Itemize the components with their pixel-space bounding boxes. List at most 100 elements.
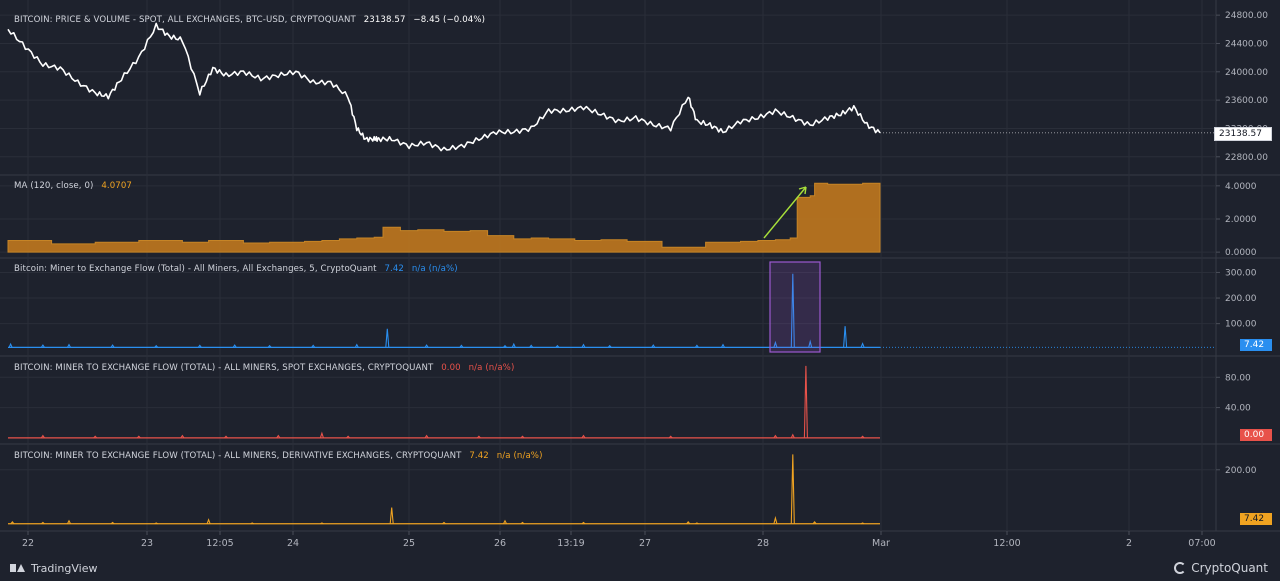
price-legend-value: 23138.57	[363, 15, 406, 25]
spot-flow-spike	[860, 435, 865, 439]
total-flow-legend-value: 7.42	[384, 264, 404, 274]
y-tick-label: 200.00	[1225, 294, 1257, 304]
tradingview-logo[interactable]: TradingView	[10, 559, 97, 577]
spot-flow-spike	[773, 434, 778, 439]
price-legend-title: BITCOIN: PRICE & VOLUME - SPOT, ALL EXCH…	[14, 15, 356, 25]
spot-flow-legend-value: 0.00	[441, 363, 461, 373]
ma-pane[interactable]	[7, 182, 881, 253]
spot-flow-last-badge: 0.00	[1240, 429, 1272, 441]
deriv-flow-spike	[41, 521, 45, 525]
total-flow-spike	[197, 344, 202, 348]
ma-legend-title: MA (120, close, 0)	[14, 181, 94, 191]
x-tick-label: 26	[494, 538, 506, 549]
total-flow-spike	[721, 343, 725, 348]
deriv-flow-spike	[520, 521, 525, 525]
x-tick-label: 23	[141, 538, 153, 549]
spot-flow-legend-extra: n/a (n/a%)	[468, 363, 515, 373]
cryptoquant-logo[interactable]: CryptoQuant	[1174, 559, 1268, 577]
deriv-flow-spike	[250, 522, 254, 525]
spot-flow-spike	[520, 435, 525, 439]
annotation-layer	[763, 186, 821, 353]
y-tick-label: 300.00	[1225, 268, 1257, 278]
derivative-flow-pane[interactable]	[8, 454, 880, 525]
total-flow-spike	[860, 342, 865, 348]
deriv-flow-spike	[10, 521, 15, 525]
price-pane[interactable]	[7, 22, 1216, 152]
x-tick-label: 27	[639, 538, 651, 549]
total-flow-spike	[694, 344, 699, 348]
highlight-box	[769, 261, 821, 353]
deriv-flow-spike	[503, 519, 507, 525]
deriv-flow-spike	[581, 521, 586, 525]
price-legend: BITCOIN: PRICE & VOLUME - SPOT, ALL EXCH…	[14, 15, 485, 25]
x-tick-label: 22	[22, 538, 34, 549]
spot-flow-spike	[40, 434, 45, 439]
spot-flow-legend: BITCOIN: MINER TO EXCHANGE FLOW (TOTAL) …	[14, 363, 514, 373]
deriv-flow-last-badge: 7.42	[1240, 513, 1272, 525]
spot-flow-spike	[136, 435, 141, 439]
total-flow-spike	[511, 342, 516, 348]
spot-flow-spike	[668, 435, 673, 439]
price-last-badge: 23138.57	[1214, 127, 1272, 141]
ma-legend-value: 4.0707	[101, 181, 132, 191]
spot-flow-spike	[581, 434, 586, 439]
total-flow-spike	[354, 343, 359, 348]
spot-flow-spike	[224, 435, 228, 439]
total-flow-spike	[790, 273, 795, 348]
total-flow-spike	[773, 340, 778, 348]
total-flow-spike	[555, 344, 560, 348]
deriv-flow-spike	[442, 521, 446, 525]
total-flow-pane[interactable]	[8, 273, 1216, 348]
total-flow-spike	[232, 344, 237, 348]
total-flow-spike	[529, 344, 534, 348]
deriv-flow-spike	[110, 521, 115, 525]
deriv-flow-spike	[695, 522, 699, 525]
deriv-flow-spike	[773, 515, 778, 524]
x-tick-label: 28	[757, 538, 769, 549]
total-flow-spike	[808, 339, 813, 348]
cryptoquant-icon	[1174, 562, 1187, 574]
spot-flow-pane[interactable]	[8, 365, 880, 439]
x-tick-label: 25	[403, 538, 415, 549]
y-tick-label: 23600.00	[1225, 96, 1268, 106]
y-tick-label: 2.0000	[1225, 215, 1257, 225]
spot-flow-spike	[93, 435, 98, 439]
y-tick-label: 80.00	[1225, 373, 1251, 383]
y-tick-label: 0.0000	[1225, 248, 1257, 258]
ma-legend: MA (120, close, 0) 4.0707	[14, 181, 132, 191]
y-tick-label: 100.00	[1225, 320, 1257, 330]
deriv-flow-legend-extra: n/a (n/a%)	[496, 451, 543, 461]
deriv-flow-spike	[320, 522, 324, 525]
spot-flow-spike	[346, 435, 350, 439]
cryptoquant-label: CryptoQuant	[1191, 561, 1268, 575]
total-flow-spike	[110, 344, 115, 348]
deriv-flow-spike	[206, 518, 211, 524]
deriv-flow-spike	[812, 521, 817, 525]
tradingview-icon	[10, 563, 26, 573]
total-flow-spike	[267, 344, 272, 348]
total-flow-spike	[843, 326, 848, 348]
y-tick-label: 24800.00	[1225, 11, 1268, 21]
x-tick-label: 13:19	[557, 538, 584, 549]
y-tick-label: 200.00	[1225, 466, 1257, 476]
trend-arrow-line	[763, 186, 807, 239]
deriv-flow-spike	[686, 521, 691, 525]
y-tick-label: 22800.00	[1225, 153, 1268, 163]
total-flow-spike	[424, 344, 429, 348]
deriv-flow-legend: BITCOIN: MINER TO EXCHANGE FLOW (TOTAL) …	[14, 451, 543, 461]
total-flow-spike	[581, 343, 586, 348]
total-flow-spike	[607, 344, 612, 348]
total-flow-spike	[154, 344, 159, 348]
total-flow-legend: Bitcoin: Miner to Exchange Flow (Total) …	[14, 264, 458, 274]
y-tick-label: 24000.00	[1225, 68, 1268, 78]
x-tick-label: 12:05	[206, 538, 233, 549]
spot-flow-spike	[790, 433, 795, 439]
total-flow-spike	[8, 342, 13, 348]
total-flow-legend-title: Bitcoin: Miner to Exchange Flow (Total) …	[14, 264, 377, 274]
spot-flow-spike	[477, 435, 481, 439]
x-tick-label: 24	[287, 538, 299, 549]
spot-flow-spike	[424, 434, 429, 439]
total-flow-spike	[67, 343, 71, 348]
trend-arrow-head	[798, 186, 807, 195]
